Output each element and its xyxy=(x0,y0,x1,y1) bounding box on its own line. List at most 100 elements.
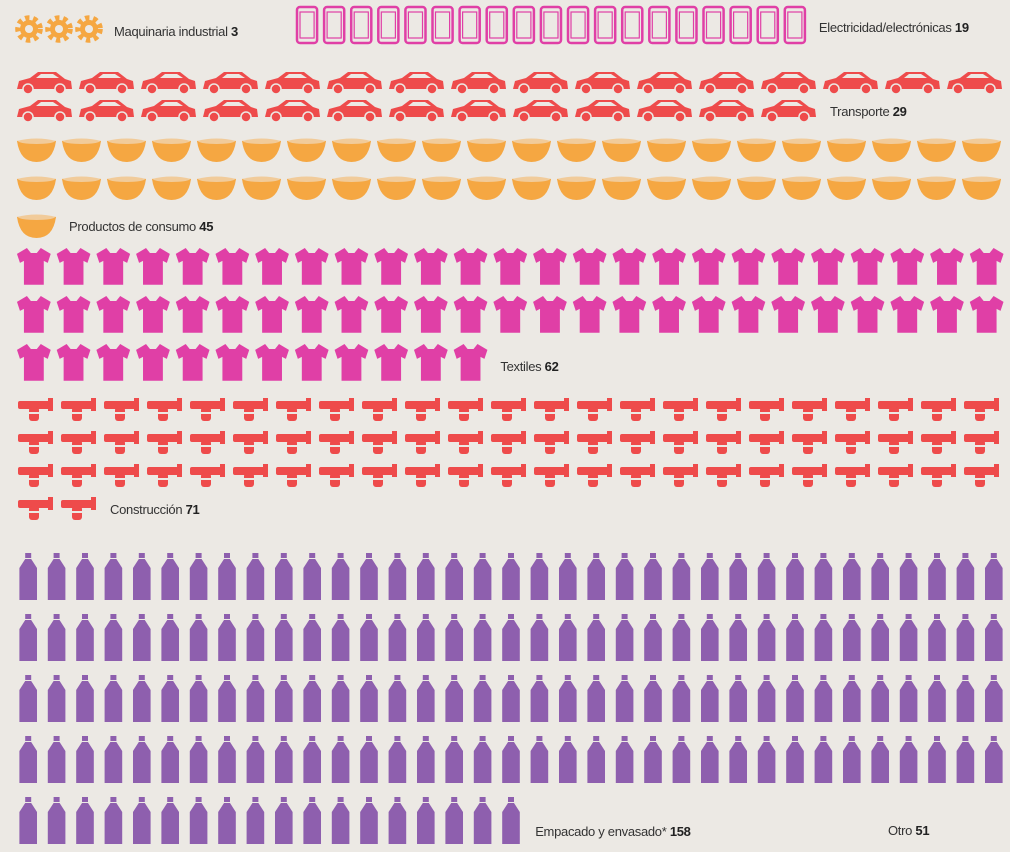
bottle-cap xyxy=(678,736,685,741)
car-window xyxy=(594,74,617,78)
car-wheel xyxy=(674,111,686,123)
bottle-cap xyxy=(138,736,145,741)
bottle-icon xyxy=(388,614,407,661)
bottle-cap xyxy=(678,614,685,619)
bottle-body xyxy=(218,742,236,783)
car-icon xyxy=(389,100,444,123)
bottle-icon xyxy=(473,675,492,722)
tap-icon xyxy=(921,431,956,454)
bowl-body xyxy=(377,176,416,200)
bottle-body xyxy=(274,681,293,722)
shirt xyxy=(771,295,806,333)
shirt xyxy=(691,247,726,285)
bowl-icon xyxy=(242,138,281,162)
bottle-icon xyxy=(416,553,435,600)
bottle-icon xyxy=(700,553,719,600)
bottle-cap xyxy=(451,614,458,619)
bottle-icon xyxy=(899,553,918,600)
category-label: Construcción 71 xyxy=(110,502,200,517)
car-wheel xyxy=(798,111,810,123)
bottle-cap xyxy=(962,675,969,680)
bottle-body xyxy=(189,803,208,844)
bowl-body xyxy=(197,138,236,162)
bottle-cap xyxy=(25,736,32,741)
car-wheel xyxy=(146,111,158,123)
bottle-icon xyxy=(786,736,804,783)
tap-end xyxy=(91,464,96,477)
car-icon xyxy=(513,72,568,95)
bowl-icon xyxy=(17,138,56,162)
bottle-cap xyxy=(138,797,145,802)
category-value: 51 xyxy=(915,823,929,838)
icon-group xyxy=(18,398,999,520)
tap-icon xyxy=(706,398,741,421)
tap-band xyxy=(716,478,728,480)
bowl-body xyxy=(602,138,641,162)
car-wheel xyxy=(766,111,778,123)
bowl-icon xyxy=(872,176,911,200)
tap-icon xyxy=(448,431,483,454)
bowl-body xyxy=(152,176,191,200)
bottle-icon xyxy=(615,736,634,783)
gear-teeth xyxy=(75,15,103,43)
tap-end xyxy=(177,398,182,411)
car-window xyxy=(842,74,865,78)
car-icon xyxy=(575,72,630,95)
shirt xyxy=(255,343,289,381)
bottle-icon xyxy=(218,614,236,661)
bottle-body xyxy=(416,559,435,600)
tap-band xyxy=(71,412,83,414)
bottle-icon xyxy=(246,614,265,661)
bottle-cap xyxy=(280,553,287,558)
bottle-icon xyxy=(246,797,265,844)
bottle-body xyxy=(161,559,180,600)
bottle-body xyxy=(189,742,208,783)
shirt-icon xyxy=(453,247,488,285)
bottle-cap xyxy=(621,675,628,680)
car-window xyxy=(780,74,803,78)
car-window xyxy=(98,102,121,106)
bowl-rim xyxy=(153,176,190,182)
bottle-cap xyxy=(309,797,316,802)
tap-icon xyxy=(491,431,526,454)
bowl-rim xyxy=(783,176,820,182)
car-wheel xyxy=(270,83,282,95)
bottle-body xyxy=(104,681,123,722)
tap-pipe xyxy=(534,401,568,409)
tap-pipe xyxy=(61,434,95,442)
bottle-cap xyxy=(167,614,174,619)
shirt-icon xyxy=(255,247,289,285)
car-window xyxy=(718,102,741,106)
bottle-body xyxy=(161,681,180,722)
bottle-body xyxy=(104,559,123,600)
gear-hole xyxy=(54,24,64,34)
tap-end xyxy=(48,464,53,477)
tap-pipe xyxy=(362,401,396,409)
gear-icon xyxy=(75,15,103,43)
category-name: Productos de consumo xyxy=(69,219,199,234)
car-icon xyxy=(699,72,754,95)
phone-icon xyxy=(783,5,807,45)
bottle-cap xyxy=(138,553,145,558)
bowl-icon xyxy=(242,176,281,200)
car-wheel xyxy=(22,111,34,123)
bowl-rim xyxy=(558,138,595,144)
shirt xyxy=(294,295,329,333)
shirt-icon xyxy=(969,247,1004,285)
tap-band xyxy=(802,478,814,480)
phone-screen xyxy=(732,11,749,39)
bottle-body xyxy=(473,620,492,661)
tap-pipe xyxy=(18,434,52,442)
tap-icon xyxy=(491,398,526,421)
phone-body xyxy=(783,5,807,45)
category-value: 62 xyxy=(545,359,559,374)
bowl-body xyxy=(62,138,101,162)
car-icon xyxy=(203,100,258,123)
bottle-body xyxy=(331,559,350,600)
car-wheel xyxy=(178,83,190,95)
bottle-body xyxy=(899,742,918,783)
shirt-icon xyxy=(612,295,647,333)
bottle-cap xyxy=(650,675,656,680)
bowl-body xyxy=(737,138,776,162)
shirt xyxy=(294,247,329,285)
